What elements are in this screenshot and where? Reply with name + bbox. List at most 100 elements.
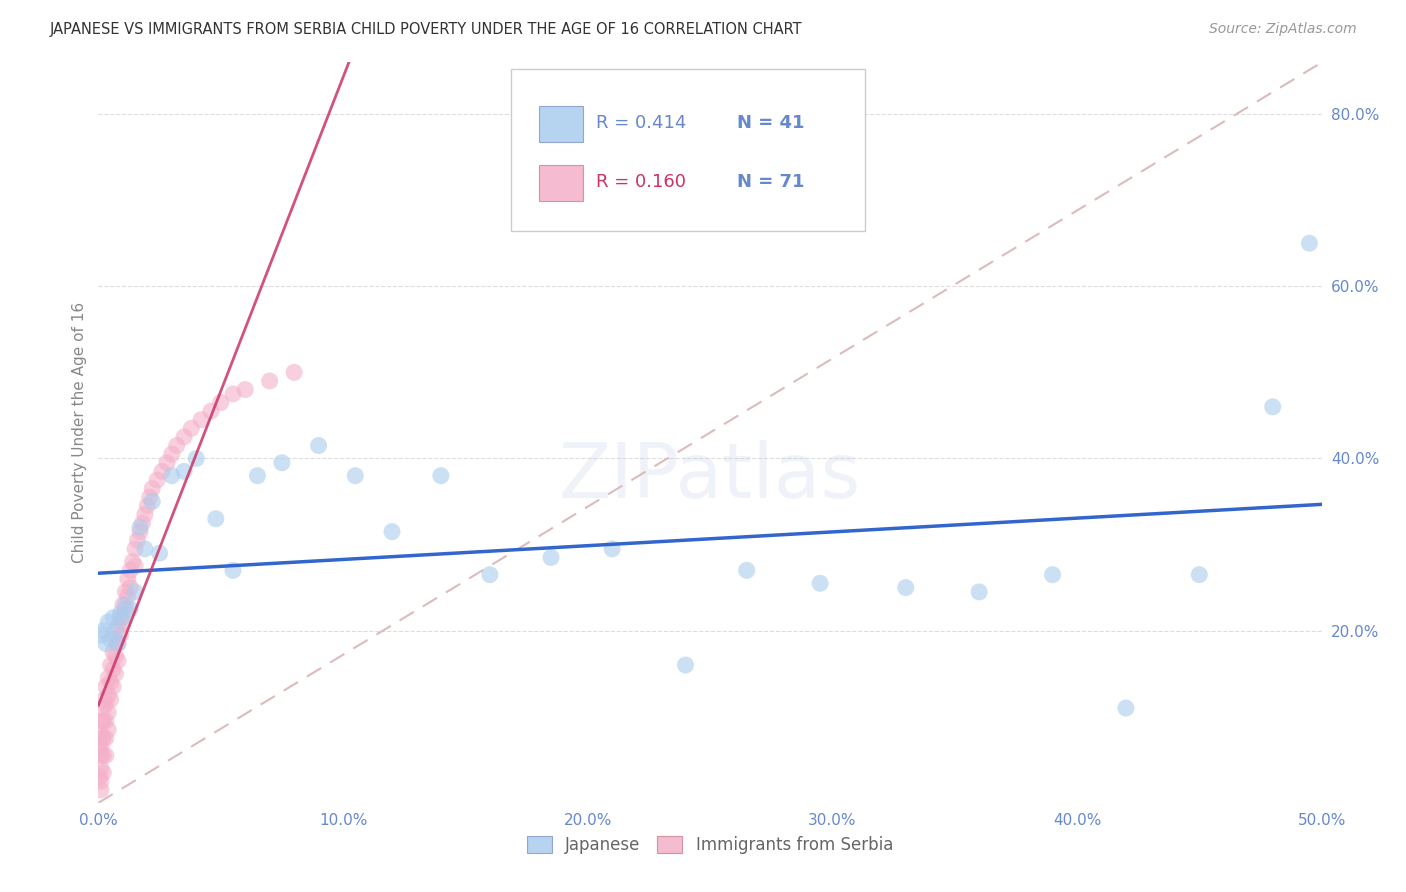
Point (129, 524, 152, 539)
Point (94, 636, 117, 650)
Point (117, 589, 139, 603)
Point (107, 636, 129, 650)
Point (89, 770, 111, 784)
Point (110, 607, 132, 621)
Point (90, 783, 112, 797)
Point (91, 624, 114, 638)
Point (97, 706, 120, 720)
Point (100, 675, 122, 690)
Point (90, 748, 112, 763)
Text: R = 0.160: R = 0.160 (596, 173, 686, 192)
Point (90, 761, 112, 775)
Point (90, 628, 112, 642)
Point (344, 468, 367, 483)
Point (97, 615, 120, 629)
Point (91, 714, 114, 728)
FancyBboxPatch shape (510, 69, 865, 230)
Point (131, 516, 153, 530)
Point (160, 468, 183, 483)
Point (91, 731, 114, 746)
Point (222, 563, 245, 577)
Point (160, 447, 183, 461)
Point (114, 585, 136, 599)
Point (150, 464, 173, 478)
Point (117, 572, 139, 586)
Point (90, 774, 112, 789)
Point (600, 541, 623, 556)
Point (540, 550, 562, 565)
Point (141, 482, 163, 496)
Point (129, 520, 152, 534)
Text: ZIPatlas: ZIPatlas (558, 440, 862, 514)
Y-axis label: Child Poverty Under the Age of 16: Child Poverty Under the Age of 16 (72, 302, 87, 563)
Point (1188, 567, 1211, 582)
Point (100, 692, 122, 706)
Point (101, 645, 124, 659)
Point (94, 748, 117, 763)
Point (101, 680, 124, 694)
Point (205, 512, 228, 526)
Point (97, 671, 120, 685)
Point (1115, 701, 1137, 715)
Point (101, 662, 124, 676)
Point (894, 581, 917, 595)
Point (107, 619, 129, 633)
Point (1298, 236, 1320, 251)
Point (90, 739, 112, 754)
Point (146, 473, 169, 487)
Point (91, 714, 114, 728)
Point (259, 374, 281, 388)
Text: N = 71: N = 71 (737, 173, 804, 192)
Point (283, 365, 305, 379)
Point (111, 615, 134, 629)
Point (735, 563, 758, 577)
Point (180, 421, 202, 435)
Point (186, 451, 208, 466)
Point (91, 701, 114, 715)
Point (1042, 567, 1064, 582)
Point (430, 468, 453, 483)
Legend: Japanese, Immigrants from Serbia: Japanese, Immigrants from Serbia (520, 830, 900, 861)
Point (94, 714, 117, 728)
Point (190, 413, 212, 427)
Text: JAPANESE VS IMMIGRANTS FROM SERBIA CHILD POVERTY UNDER THE AGE OF 16 CORRELATION: JAPANESE VS IMMIGRANTS FROM SERBIA CHILD… (49, 22, 801, 37)
Point (91, 748, 114, 763)
Point (120, 563, 142, 577)
Point (200, 404, 222, 418)
Point (89, 744, 111, 758)
Point (120, 602, 142, 616)
FancyBboxPatch shape (538, 106, 583, 142)
Point (111, 611, 134, 625)
Text: R = 0.414: R = 0.414 (596, 114, 686, 132)
Point (270, 456, 294, 470)
Point (120, 581, 142, 595)
Point (90, 727, 112, 741)
Point (104, 649, 127, 664)
Text: Source: ZipAtlas.com: Source: ZipAtlas.com (1209, 22, 1357, 37)
Point (134, 541, 156, 556)
Point (127, 533, 149, 548)
Point (173, 464, 195, 478)
Point (110, 611, 132, 625)
Point (97, 688, 120, 702)
Point (91, 731, 114, 746)
Point (100, 632, 122, 647)
Point (101, 611, 124, 625)
Point (94, 697, 117, 711)
Point (91, 765, 114, 780)
Point (173, 430, 195, 444)
Point (124, 585, 146, 599)
Point (111, 598, 134, 612)
Point (246, 468, 269, 483)
Point (166, 438, 188, 452)
Point (1261, 400, 1284, 414)
Point (104, 666, 127, 681)
Point (110, 628, 132, 642)
Point (134, 508, 156, 522)
Point (93, 692, 115, 706)
Point (675, 658, 697, 673)
FancyBboxPatch shape (538, 165, 583, 201)
Point (222, 387, 245, 401)
Point (149, 546, 172, 560)
Point (97, 723, 120, 737)
